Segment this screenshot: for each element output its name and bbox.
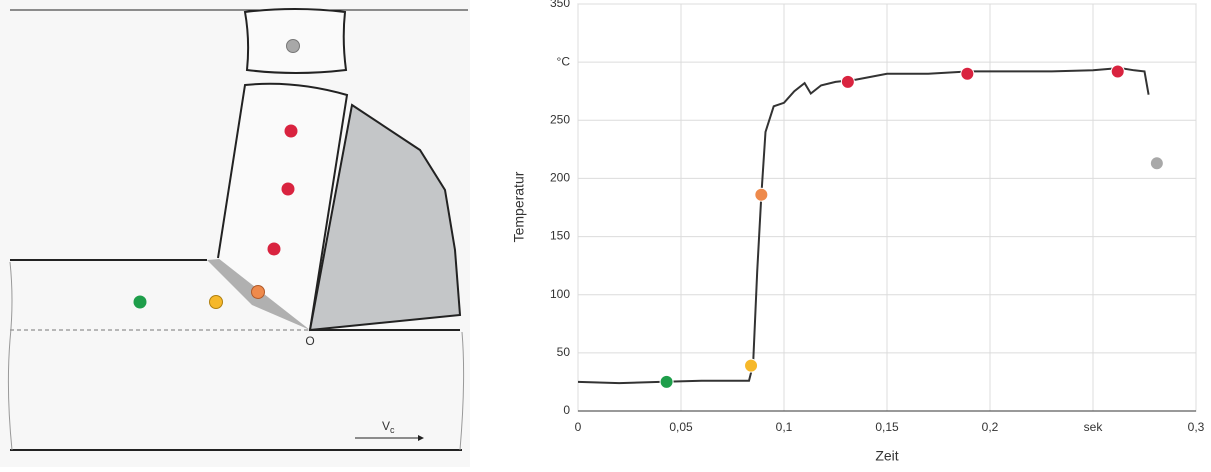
dot [287,40,300,53]
y-axis-title: Temperatur [511,171,527,242]
x-tick-label: 0,05 [669,420,693,434]
measurement-point [961,67,974,80]
velocity-subscript: c [390,425,395,435]
y-tick-label: 100 [550,287,570,301]
y-tick-label: 50 [557,345,571,359]
x-tick-label: 0,2 [982,420,999,434]
dot [210,296,223,309]
measurement-point [755,188,768,201]
measurement-point [1111,65,1124,78]
velocity-symbol: V [382,419,390,433]
dot [252,286,265,299]
measurement-point [841,75,854,88]
x-tick-label: 0,1 [776,420,793,434]
measurement-point [745,359,758,372]
figure: O Vc Temperatur Zeit 0 50 100 150 200 250 °C 35… [0,0,1211,467]
origin-label: O [305,334,314,348]
dot [282,183,295,196]
x-axis-title: Zeit [875,448,898,464]
x-tick-label: 0,15 [875,420,899,434]
y-tick-label: 0 [563,403,570,417]
dot [285,125,298,138]
y-tick-label: 350 [550,0,570,10]
x-tick-label: 0,3 [1188,420,1205,434]
y-tick-label: 150 [550,229,570,243]
measurement-point [660,375,673,388]
dot [268,243,281,256]
x-tick-label: 0 [575,420,582,434]
y-tick-label: °C [557,54,571,68]
measurement-point [1150,157,1163,170]
dot [134,296,147,309]
x-tick-label: sek [1084,420,1104,434]
y-tick-label: 200 [550,171,570,185]
cutting-diagram [0,0,470,467]
y-tick-label: 250 [550,112,570,126]
